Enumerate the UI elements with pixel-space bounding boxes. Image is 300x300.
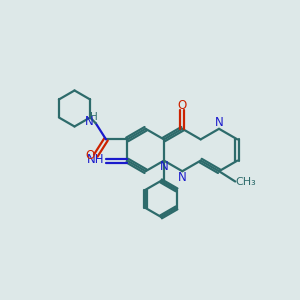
Text: NH: NH [87,153,104,166]
Text: N: N [160,160,168,173]
Text: O: O [178,99,187,112]
Text: N: N [178,171,187,184]
Text: H: H [90,112,98,122]
Text: N: N [214,116,224,129]
Text: N: N [85,115,94,128]
Text: CH₃: CH₃ [235,176,256,187]
Text: O: O [85,149,94,162]
